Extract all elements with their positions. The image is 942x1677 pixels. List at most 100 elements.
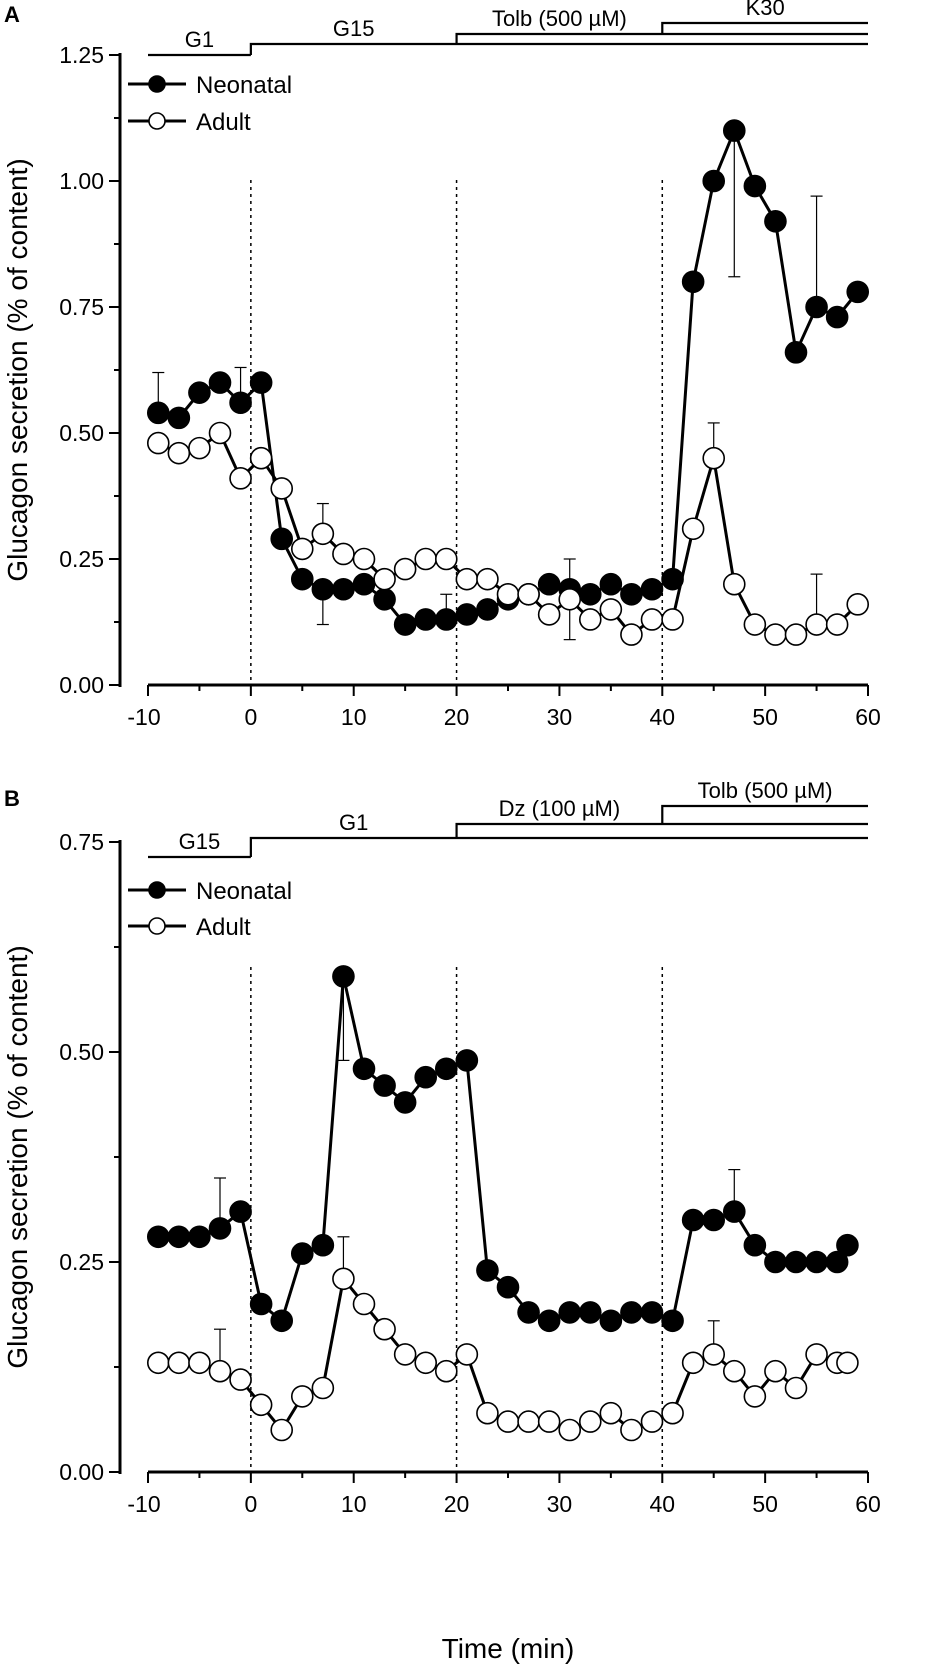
x-tick-label: 20 — [444, 1491, 470, 1517]
legend-marker-neonatal — [148, 881, 166, 899]
data-point-adult — [167, 441, 191, 465]
data-point-neonatal — [249, 1292, 273, 1316]
panel-letter: B — [4, 786, 20, 811]
data-point-neonatal — [681, 270, 705, 294]
data-point-adult — [537, 1410, 561, 1433]
y-tick-label: 0.75 — [59, 829, 104, 855]
data-point-neonatal — [393, 613, 417, 636]
data-point-adult — [476, 567, 499, 591]
data-point-adult — [681, 1351, 705, 1375]
data-point-adult — [558, 1418, 582, 1442]
data-point-adult — [352, 1292, 376, 1316]
data-point-adult — [805, 1343, 828, 1366]
data-point-adult — [455, 1343, 479, 1366]
data-point-neonatal — [764, 1250, 787, 1274]
data-point-neonatal — [332, 577, 355, 601]
x-tick-label: 60 — [855, 1491, 881, 1517]
data-point-neonatal — [722, 119, 746, 142]
data-point-adult — [846, 593, 870, 616]
data-point-neonatal — [784, 341, 808, 364]
condition-bar — [455, 822, 868, 838]
data-point-neonatal — [702, 1208, 726, 1232]
data-point-neonatal — [373, 1074, 396, 1097]
data-point-adult — [558, 588, 582, 611]
data-point-adult — [517, 1410, 540, 1433]
y-tick-label: 0.50 — [59, 1039, 104, 1065]
data-point-neonatal — [805, 295, 828, 319]
y-tick-label: 0.25 — [59, 1249, 104, 1275]
x-tick-label: 0 — [244, 1491, 257, 1517]
data-point-adult — [805, 613, 828, 636]
data-point-neonatal — [229, 391, 252, 415]
data-point-neonatal — [743, 1233, 767, 1257]
x-tick-label: 0 — [244, 704, 257, 730]
data-point-adult — [722, 572, 746, 596]
data-point-adult — [208, 421, 232, 445]
data-point-neonatal — [496, 1275, 520, 1299]
series-line-neonatal — [158, 976, 849, 1324]
y-tick-label: 0.00 — [59, 1459, 104, 1485]
data-point-adult — [290, 537, 314, 561]
data-point-adult — [517, 582, 540, 606]
data-point-neonatal — [825, 1250, 849, 1274]
data-point-neonatal — [455, 603, 479, 626]
data-point-adult — [836, 1351, 859, 1375]
data-point-adult — [496, 1410, 520, 1433]
data-point-neonatal — [836, 1233, 859, 1257]
data-point-neonatal — [188, 381, 211, 404]
data-point-adult — [311, 522, 335, 546]
legend-marker-neonatal — [148, 75, 166, 93]
data-point-neonatal — [373, 588, 396, 611]
y-tick-label: 1.00 — [59, 168, 104, 194]
data-point-adult — [537, 603, 561, 626]
data-point-neonatal — [825, 305, 849, 329]
data-point-adult — [640, 1410, 664, 1433]
data-point-neonatal — [722, 1200, 746, 1223]
data-point-adult — [434, 547, 458, 571]
data-point-adult — [188, 1351, 211, 1375]
data-point-neonatal — [290, 567, 314, 591]
data-point-adult — [476, 1401, 499, 1425]
data-point-neonatal — [681, 1208, 705, 1232]
data-point-adult — [393, 557, 417, 581]
data-point-neonatal — [414, 1065, 438, 1089]
data-point-neonatal — [434, 1057, 458, 1081]
data-point-neonatal — [517, 1301, 540, 1324]
data-point-neonatal — [146, 1225, 170, 1249]
condition-label: G15 — [179, 829, 221, 854]
data-point-neonatal — [537, 572, 561, 596]
data-point-neonatal — [434, 608, 458, 631]
data-point-adult — [599, 1401, 623, 1425]
data-point-adult — [414, 1351, 438, 1375]
data-point-neonatal — [332, 965, 355, 988]
x-tick-label: 10 — [341, 1491, 367, 1517]
data-point-neonatal — [290, 1242, 314, 1265]
data-point-adult — [270, 477, 294, 500]
data-point-neonatal — [620, 1301, 643, 1324]
data-point-adult — [167, 1351, 191, 1375]
data-point-neonatal — [620, 582, 643, 606]
data-point-adult — [434, 1359, 458, 1383]
data-point-neonatal — [352, 572, 376, 596]
y-tick-label: 0.25 — [59, 546, 104, 572]
data-point-adult — [620, 1418, 643, 1442]
data-point-neonatal — [188, 1225, 211, 1249]
data-point-adult — [764, 623, 787, 646]
data-point-adult — [825, 613, 849, 636]
data-point-neonatal — [640, 577, 664, 601]
legend-marker-adult — [148, 917, 166, 935]
data-point-adult — [743, 1385, 767, 1408]
y-axis-title: Glucagon secretion (% of content) — [2, 945, 33, 1368]
data-point-neonatal — [578, 1301, 602, 1324]
data-point-neonatal — [578, 582, 602, 606]
data-point-neonatal — [702, 169, 726, 193]
condition-label: Dz (100 µM) — [499, 796, 620, 821]
data-point-neonatal — [146, 401, 170, 425]
condition-label: K30 — [746, 0, 785, 20]
data-point-adult — [332, 1267, 355, 1291]
data-point-adult — [599, 598, 623, 621]
data-point-adult — [578, 608, 602, 631]
condition-bar — [661, 804, 868, 824]
condition-label: Tolb (500 µM) — [698, 778, 833, 803]
